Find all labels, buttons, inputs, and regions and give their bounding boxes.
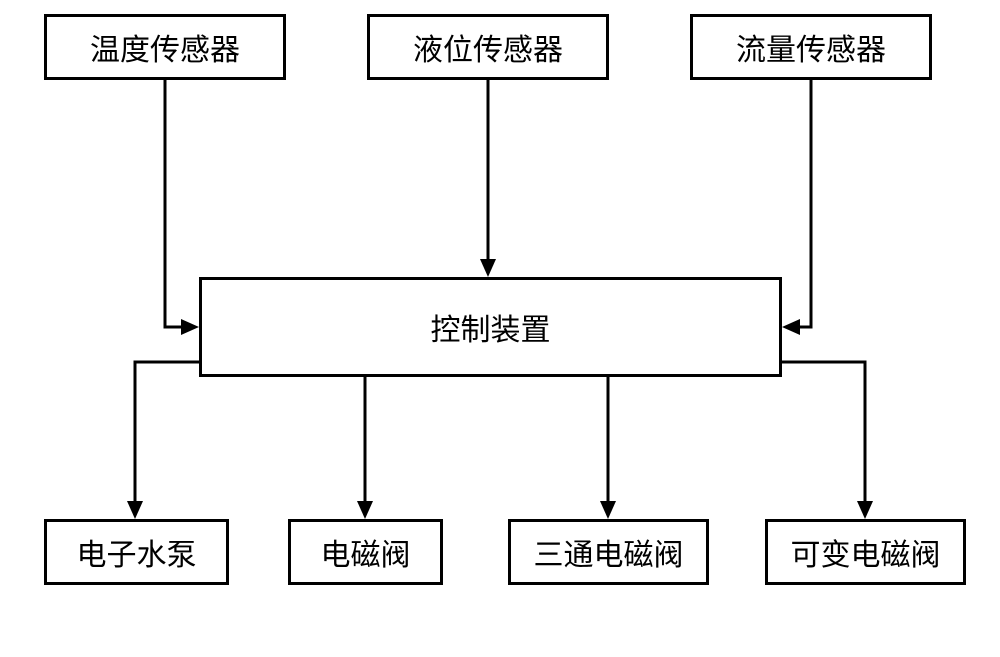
solenoid-label: 电磁阀	[321, 530, 411, 574]
solenoid-box: 电磁阀	[288, 519, 443, 585]
controller-box: 控制装置	[199, 277, 782, 377]
arrowhead-controller-to-variable	[857, 501, 873, 519]
temp-sensor-label: 温度传感器	[90, 25, 240, 69]
temp-sensor-box: 温度传感器	[44, 14, 286, 80]
level-sensor-label: 液位传感器	[413, 25, 563, 69]
level-sensor-box: 液位传感器	[367, 14, 609, 80]
edge-controller-to-variable	[782, 362, 865, 508]
arrowhead-controller-to-e-pump	[127, 501, 143, 519]
arrowhead-level-sensor-to-controller	[480, 259, 496, 277]
three-way-box: 三通电磁阀	[508, 519, 709, 585]
arrowhead-temp-sensor-to-controller	[181, 319, 199, 335]
controller-label: 控制装置	[431, 305, 551, 349]
arrowhead-controller-to-three-way	[600, 501, 616, 519]
flow-sensor-box: 流量传感器	[690, 14, 932, 80]
variable-box: 可变电磁阀	[765, 519, 966, 585]
edge-flow-sensor-to-controller	[793, 80, 811, 327]
arrowhead-flow-sensor-to-controller	[782, 319, 800, 335]
arrowhead-controller-to-solenoid	[357, 501, 373, 519]
e-pump-label: 电子水泵	[77, 530, 197, 574]
flow-sensor-label: 流量传感器	[736, 25, 886, 69]
edge-controller-to-e-pump	[135, 362, 199, 508]
e-pump-box: 电子水泵	[44, 519, 229, 585]
edge-temp-sensor-to-controller	[165, 80, 188, 327]
three-way-label: 三通电磁阀	[534, 530, 684, 574]
variable-label: 可变电磁阀	[791, 530, 941, 574]
